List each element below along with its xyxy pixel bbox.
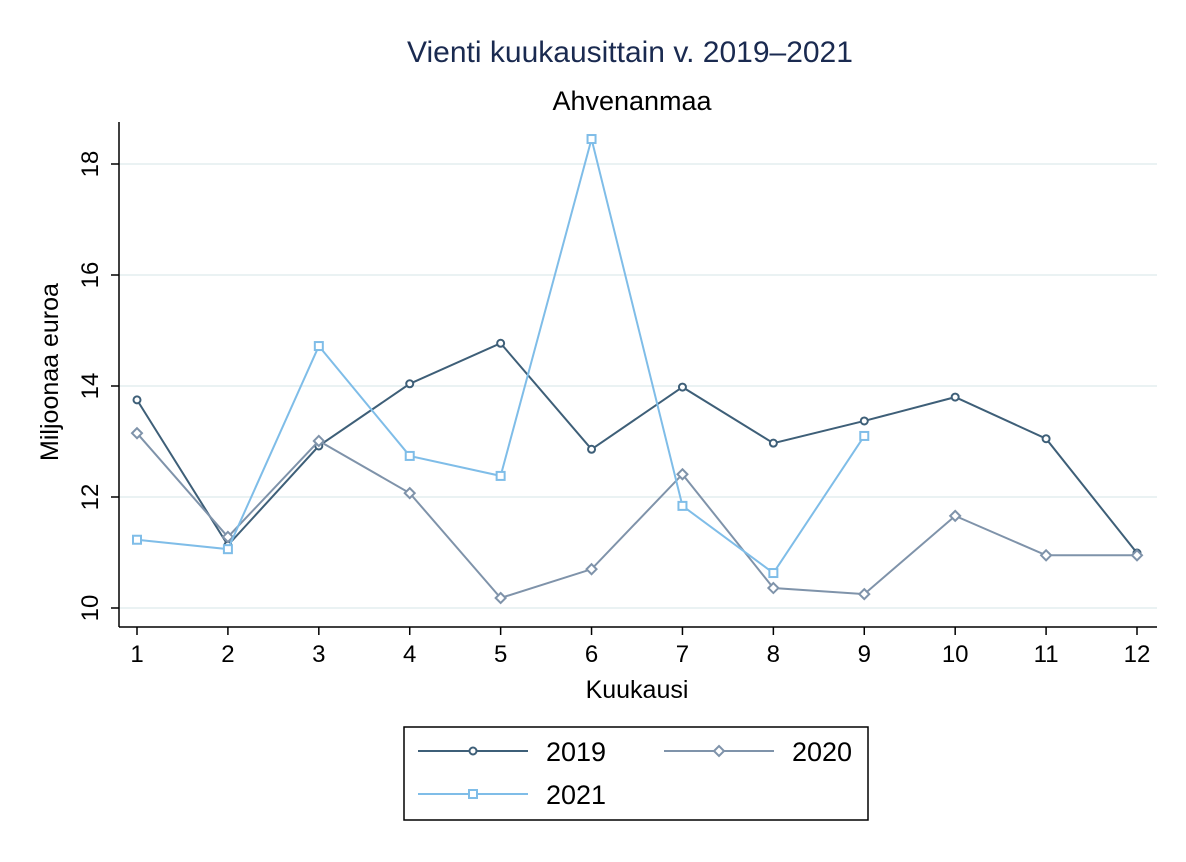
data-point xyxy=(221,530,235,544)
legend-marker xyxy=(712,744,726,758)
data-point xyxy=(312,434,326,448)
x-tick-label: 4 xyxy=(403,641,416,668)
chart-subtitle: Ahvenanmaa xyxy=(552,86,712,116)
data-point xyxy=(405,379,415,389)
x-tick-label: 6 xyxy=(585,641,598,668)
x-tick-label: 10 xyxy=(942,641,969,668)
data-point xyxy=(222,544,233,555)
data-point xyxy=(857,587,871,601)
y-axis-label: Miljoonaa euroa xyxy=(36,283,64,461)
data-point xyxy=(859,416,869,426)
x-tick-label: 1 xyxy=(130,641,143,668)
data-point xyxy=(495,470,506,481)
grid xyxy=(119,122,1157,626)
data-point xyxy=(403,486,417,500)
data-point xyxy=(132,534,142,545)
data-point xyxy=(1039,548,1053,562)
data-point xyxy=(404,450,415,461)
series-group xyxy=(130,134,1144,605)
data-point xyxy=(768,438,778,448)
series-2021 xyxy=(132,134,870,579)
data-point xyxy=(587,444,597,454)
data-point xyxy=(130,426,144,440)
data-point xyxy=(950,392,960,402)
data-point xyxy=(496,338,506,348)
data-point xyxy=(948,509,962,523)
data-point xyxy=(768,568,779,579)
series-line xyxy=(136,432,1137,600)
data-point xyxy=(1130,548,1144,562)
legend-marker xyxy=(468,746,478,756)
data-point xyxy=(677,382,687,392)
x-tick-label: 2 xyxy=(221,641,234,668)
series-2020 xyxy=(130,426,1144,605)
legend-marker xyxy=(468,789,478,799)
data-point xyxy=(676,467,689,481)
y-tick-label: 16 xyxy=(77,262,104,289)
data-point xyxy=(313,341,324,352)
x-tick-label: 3 xyxy=(312,641,325,668)
legend-label: 2021 xyxy=(546,780,606,810)
x-tick-label: 9 xyxy=(858,641,871,668)
y-tick-label: 12 xyxy=(77,484,104,511)
legend-label: 2020 xyxy=(792,737,852,767)
data-point xyxy=(766,581,780,595)
y-tick-label: 18 xyxy=(77,151,104,178)
data-point xyxy=(859,430,870,441)
data-point xyxy=(586,134,597,145)
x-axis-label: Kuukausi xyxy=(586,676,689,704)
y-tick-label: 10 xyxy=(77,595,104,622)
series-line xyxy=(136,342,1138,554)
x-tick-label: 11 xyxy=(1034,641,1059,668)
x-tick-label: 8 xyxy=(767,641,780,668)
x-tick-label: 12 xyxy=(1124,641,1151,668)
chart-title: Vienti kuukausittain v. 2019–2021 xyxy=(407,36,853,69)
x-tick-label: 5 xyxy=(494,641,507,668)
data-point xyxy=(494,591,508,605)
data-point xyxy=(585,562,598,576)
data-point xyxy=(1041,434,1051,444)
plot-area xyxy=(119,122,1157,626)
y-tick-label: 14 xyxy=(77,373,104,400)
x-tick-label: 7 xyxy=(676,641,689,668)
data-point xyxy=(132,395,142,405)
legend-box xyxy=(403,726,869,821)
legend-label: 2019 xyxy=(546,737,606,767)
legend: 2019 2020 2021 xyxy=(403,726,869,821)
data-point xyxy=(677,500,688,511)
